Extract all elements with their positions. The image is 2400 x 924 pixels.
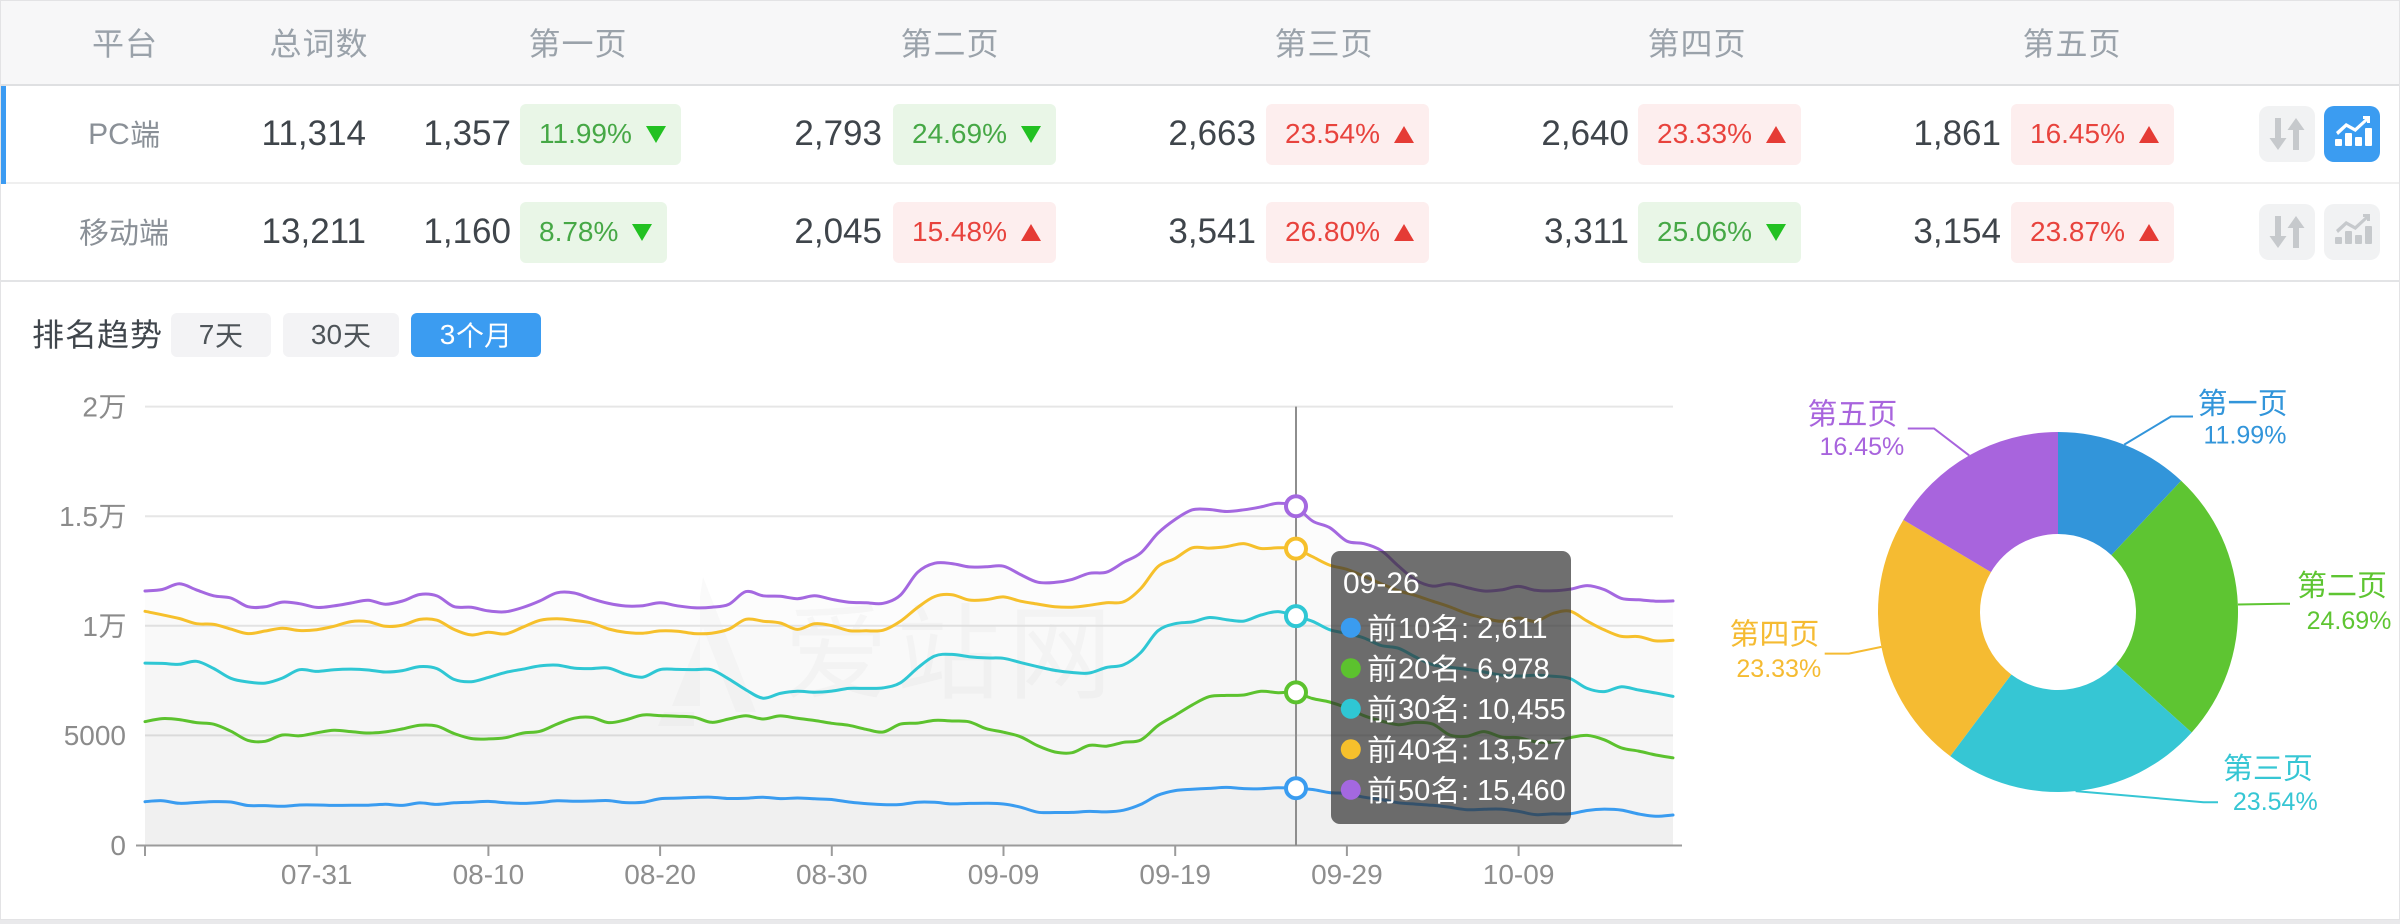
svg-text:10-09: 10-09: [1483, 859, 1555, 890]
svg-text:09-19: 09-19: [1139, 859, 1211, 890]
svg-text:2: 2: [82, 392, 98, 423]
svg-text:30: 30: [1398, 694, 1430, 726]
svg-text:5000: 5000: [64, 720, 126, 751]
svg-text:: 10,455: : 10,455: [1461, 694, 1566, 726]
svg-text:10: 10: [1398, 613, 1430, 645]
svg-text:1.5: 1.5: [59, 501, 98, 532]
svg-text:0: 0: [110, 830, 126, 861]
svg-text:: 13,527: : 13,527: [1461, 735, 1566, 767]
svg-text:24.69%: 24.69%: [2307, 607, 2392, 635]
svg-text:23.54%: 23.54%: [2233, 788, 2318, 816]
svg-text:08-20: 08-20: [624, 859, 696, 890]
svg-text:16.45%: 16.45%: [1820, 433, 1905, 461]
svg-text:09-29: 09-29: [1311, 859, 1383, 890]
svg-text:20: 20: [1398, 654, 1430, 686]
svg-text:: 6,978: : 6,978: [1461, 654, 1550, 686]
svg-text:: 15,460: : 15,460: [1461, 775, 1566, 807]
svg-text:50: 50: [1398, 775, 1430, 807]
svg-text:08-10: 08-10: [453, 859, 525, 890]
svg-text:07-31: 07-31: [281, 859, 353, 890]
svg-text:09-09: 09-09: [968, 859, 1040, 890]
svg-text:40: 40: [1398, 735, 1430, 767]
svg-text:23.33%: 23.33%: [1736, 655, 1821, 683]
svg-text:1: 1: [82, 611, 98, 642]
svg-text:: 2,611: : 2,611: [1461, 613, 1548, 645]
svg-text:09-26: 09-26: [1343, 567, 1420, 600]
svg-text:11.99%: 11.99%: [2204, 422, 2287, 450]
svg-text:08-30: 08-30: [796, 859, 868, 890]
